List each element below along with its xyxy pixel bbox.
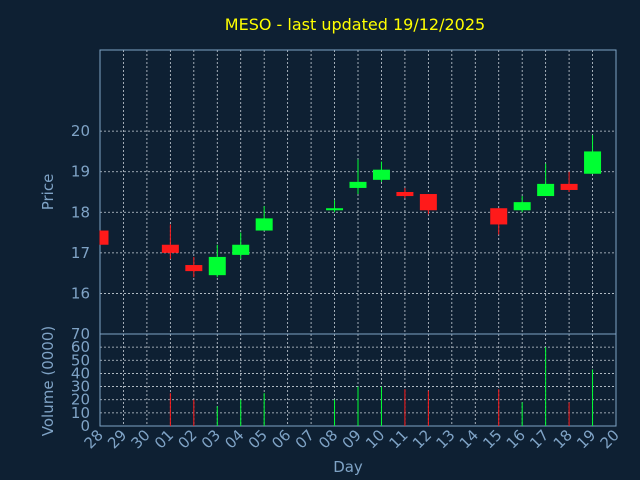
candle-body [185, 265, 203, 272]
candle-01 [161, 224, 179, 259]
x-tick-label: 19 [573, 426, 599, 452]
x-tick-label: 06 [268, 426, 294, 452]
volume-tick-label: 0 [80, 417, 90, 435]
price-tick-label: 16 [71, 284, 90, 302]
candles [99, 135, 602, 278]
candle-17 [537, 163, 555, 197]
candle-11 [396, 187, 414, 199]
candle-body [372, 169, 390, 180]
price-tick-label: 19 [71, 163, 90, 181]
candle-05 [255, 206, 273, 231]
candle-body [100, 230, 109, 245]
x-tick-label: 09 [339, 426, 365, 452]
candle-09 [349, 159, 367, 195]
x-tick-label: 30 [128, 426, 154, 452]
candle-body [537, 183, 555, 197]
x-tick-label: 04 [221, 426, 247, 452]
x-tick-label: 13 [432, 426, 458, 452]
candle-08 [326, 200, 344, 213]
volume-tick-label: 10 [71, 404, 90, 422]
x-tick-label: 12 [409, 426, 435, 452]
candle-body [560, 183, 578, 190]
candle-body [584, 151, 602, 174]
x-tick-label: 05 [245, 426, 271, 452]
price-axis-label: Price [39, 174, 57, 211]
x-tick-label: 02 [174, 426, 200, 452]
candle-28 [99, 230, 109, 245]
candle-body [208, 256, 226, 276]
candle-body [349, 181, 367, 188]
candle-10 [372, 161, 390, 182]
volume-axis-label: Volume (0000) [39, 326, 57, 436]
candle-body [232, 244, 250, 255]
candle-body [419, 194, 437, 211]
volume-tick-label: 50 [71, 351, 90, 369]
x-tick-label: 01 [151, 426, 177, 452]
price-tick-label: 18 [71, 203, 90, 221]
candle-18 [560, 171, 578, 192]
candle-body [396, 192, 414, 197]
x-tick-label: 08 [315, 426, 341, 452]
volume-tick-label: 70 [71, 325, 90, 343]
x-tick-label: 07 [292, 426, 318, 452]
x-axis-ticks: 2829300102030405060708091011121314151617… [81, 426, 623, 452]
x-tick-label: 11 [386, 426, 412, 452]
candle-16 [513, 196, 531, 213]
candle-02 [185, 256, 203, 278]
x-tick-label: 10 [362, 426, 388, 452]
candle-19 [584, 135, 602, 174]
price-axis-ticks: 16 17 18 19 20 [71, 122, 90, 302]
volume-tick-label: 20 [71, 391, 90, 409]
volume-bars [169, 347, 594, 426]
candle-12 [419, 194, 437, 215]
x-axis-label: Day [333, 458, 363, 476]
candle-body [490, 208, 508, 225]
volume-tick-label: 30 [71, 378, 90, 396]
x-tick-label: 15 [479, 426, 505, 452]
volume-tick-label: 40 [71, 364, 90, 382]
x-tick-label: 17 [526, 426, 552, 452]
candle-body [161, 244, 179, 253]
x-tick-label: 18 [550, 426, 576, 452]
price-tick-label: 17 [71, 244, 90, 262]
candle-03 [208, 244, 226, 278]
candle-body [513, 202, 531, 211]
chart-title: MESO - last updated 19/12/2025 [225, 15, 485, 34]
x-tick-label: 29 [104, 426, 130, 452]
x-tick-label: 16 [503, 426, 529, 452]
x-tick-label: 14 [456, 426, 482, 452]
volume-tick-label: 60 [71, 338, 90, 356]
candle-body [326, 208, 344, 211]
candle-body [255, 218, 273, 231]
x-tick-label: 20 [597, 426, 623, 452]
x-tick-label: 03 [198, 426, 224, 452]
candle-04 [232, 232, 250, 259]
candle-15 [490, 208, 508, 235]
price-tick-label: 20 [71, 122, 90, 140]
